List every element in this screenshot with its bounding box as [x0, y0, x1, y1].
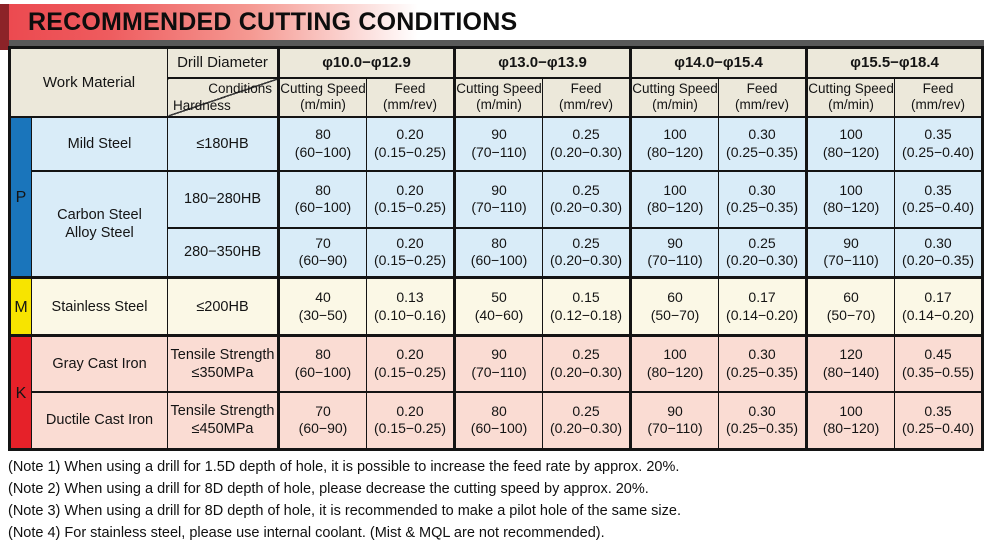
speed-cell: 70 (60−90)	[277, 226, 367, 279]
material-cell: Carbon Steel Alloy Steel	[31, 169, 168, 279]
feed-cell: 0.17 (0.14−0.20)	[718, 276, 808, 337]
page-title: RECOMMENDED CUTTING CONDITIONS	[28, 7, 518, 36]
feed-header: Feed (mm/rev)	[894, 76, 984, 118]
feed-cell: 0.25 (0.20−0.30)	[542, 115, 632, 172]
material-cell: Ductile Cast Iron	[31, 390, 168, 451]
speed-cell: 80 (60−100)	[277, 334, 367, 393]
note-3: (Note 3) When using a drill for 8D depth…	[8, 503, 681, 519]
note-2: (Note 2) When using a drill for 8D depth…	[8, 481, 649, 497]
feed-cell: 0.13 (0.10−0.16)	[365, 276, 456, 337]
feed-cell: 0.25 (0.20−0.30)	[542, 334, 632, 393]
feed-cell: 0.35 (0.25−0.40)	[894, 169, 984, 229]
speed-cell: 90 (70−110)	[805, 226, 896, 279]
divider-bar	[9, 40, 984, 46]
table-row: Ductile Cast Iron Tensile Strength ≤450M…	[10, 390, 984, 451]
conditions-label: Conditions	[208, 80, 272, 96]
hardness-label: Hardness	[173, 97, 231, 113]
feed-cell: 0.30 (0.25−0.35)	[718, 169, 808, 229]
hardness-cell: Tensile Strength ≤350MPa	[167, 334, 279, 393]
feed-cell: 0.20 (0.15−0.25)	[365, 226, 456, 279]
speed-cell: 80 (60−100)	[453, 390, 544, 451]
speed-cell: 100 (80−120)	[805, 115, 896, 172]
cutting-speed-header: Cutting Speed (m/min)	[629, 76, 720, 118]
iso-code-k: K	[9, 334, 32, 451]
feed-cell: 0.25 (0.20−0.30)	[542, 226, 632, 279]
feed-cell: 0.35 (0.25−0.40)	[894, 390, 984, 451]
table-row: 280−350HB 70 (60−90) 0.20 (0.15−0.25) 80 (6…	[10, 226, 984, 279]
material-cell: Mild Steel	[31, 115, 168, 172]
speed-cell: 60 (50−70)	[629, 276, 720, 337]
feed-cell: 0.20 (0.15−0.25)	[365, 115, 456, 172]
feed-cell: 0.35 (0.25−0.40)	[894, 115, 984, 172]
iso-code-m: M	[9, 276, 32, 337]
cutting-speed-header: Cutting Speed (m/min)	[453, 76, 544, 118]
table-row: Carbon Steel Alloy Steel 180−280HB 80 (60…	[10, 169, 984, 279]
speed-cell: 100 (80−120)	[805, 390, 896, 451]
table-row: P Mild Steel ≤180HB 80 (60−100) 0.20 (0.15…	[9, 115, 984, 279]
feed-cell: 0.45 (0.35−0.55)	[894, 334, 984, 393]
material-cell: Gray Cast Iron	[31, 334, 168, 393]
feed-cell: 0.30 (0.20−0.35)	[894, 226, 984, 279]
table-row: K Gray Cast Iron Tensile Strength ≤350MP…	[9, 334, 984, 451]
speed-cell: 60 (50−70)	[805, 276, 896, 337]
hardness-cell: 180−280HB	[167, 169, 279, 229]
cutting-speed-header: Cutting Speed (m/min)	[805, 76, 896, 118]
feed-cell: 0.15 (0.12−0.18)	[542, 276, 632, 337]
speed-cell: 80 (60−100)	[453, 226, 544, 279]
speed-cell: 50 (40−60)	[453, 276, 544, 337]
feed-cell: 0.30 (0.25−0.35)	[718, 115, 808, 172]
speed-cell: 90 (70−110)	[453, 115, 544, 172]
iso-code-p: P	[9, 115, 32, 279]
note-4: (Note 4) For stainless steel, please use…	[8, 525, 605, 541]
speed-cell: 90 (70−110)	[453, 334, 544, 393]
speed-cell: 90 (70−110)	[629, 226, 720, 279]
cutting-speed-header: Cutting Speed (m/min)	[277, 76, 367, 118]
accent-bar	[0, 4, 9, 50]
diameter-group-header: φ15.5−φ18.4	[805, 46, 984, 79]
diameter-group-header: φ13.0−φ13.9	[453, 46, 632, 79]
hardness-cell: 280−350HB	[167, 226, 279, 279]
drill-diameter-header: Drill Diameter	[167, 46, 279, 79]
speed-cell: 70 (60−90)	[277, 390, 367, 451]
feed-cell: 0.20 (0.15−0.25)	[365, 334, 456, 393]
feed-cell: 0.25 (0.20−0.30)	[718, 226, 808, 279]
feed-cell: 0.30 (0.25−0.35)	[718, 334, 808, 393]
feed-cell: 0.25 (0.20−0.30)	[542, 390, 632, 451]
speed-cell: 90 (70−110)	[453, 169, 544, 229]
conditions-hardness-header: Conditions Hardness	[167, 76, 279, 118]
hardness-cell: ≤200HB	[167, 276, 279, 337]
speed-cell: 120 (80−140)	[805, 334, 896, 393]
feed-header: Feed (mm/rev)	[718, 76, 808, 118]
table-row: M Stainless Steel ≤200HB 40 (30−50) 0.13(…	[9, 276, 984, 337]
speed-cell: 40 (30−50)	[277, 276, 367, 337]
speed-cell: 100 (80−120)	[805, 169, 896, 229]
speed-cell: 100 (80−120)	[629, 115, 720, 172]
diameter-group-header: φ10.0−φ12.9	[276, 46, 456, 79]
feed-cell: 0.20 (0.15−0.25)	[365, 390, 456, 451]
feed-cell: 0.17 (0.14−0.20)	[894, 276, 984, 337]
speed-cell: 80 (60−100)	[277, 169, 367, 229]
note-1: (Note 1) When using a drill for 1.5D dep…	[8, 459, 680, 475]
feed-header: Feed (mm/rev)	[542, 76, 632, 118]
footnotes: (Note 1) When using a drill for 1.5D dep…	[8, 456, 988, 543]
cutting-conditions-table: Work Material Drill Diameter φ10.0−φ12.9…	[8, 46, 985, 451]
speed-cell: 100 (80−120)	[629, 334, 720, 393]
speed-cell: 80 (60−100)	[277, 115, 367, 172]
diameter-group-header: φ14.0−φ15.4	[629, 46, 808, 79]
speed-cell: 100 (80−120)	[629, 169, 720, 229]
hardness-cell: Tensile Strength ≤450MPa	[167, 390, 279, 451]
title-banner: RECOMMENDED CUTTING CONDITIONS	[9, 4, 983, 40]
feed-cell: 0.30 (0.25−0.35)	[718, 390, 808, 451]
work-material-header: Work Material	[9, 46, 168, 118]
feed-header: Feed (mm/rev)	[365, 76, 456, 118]
feed-cell: 0.20 (0.15−0.25)	[365, 169, 456, 229]
feed-cell: 0.25 (0.20−0.30)	[542, 169, 632, 229]
speed-cell: 90 (70−110)	[629, 390, 720, 451]
material-cell: Stainless Steel	[31, 276, 168, 337]
hardness-cell: ≤180HB	[167, 115, 279, 172]
